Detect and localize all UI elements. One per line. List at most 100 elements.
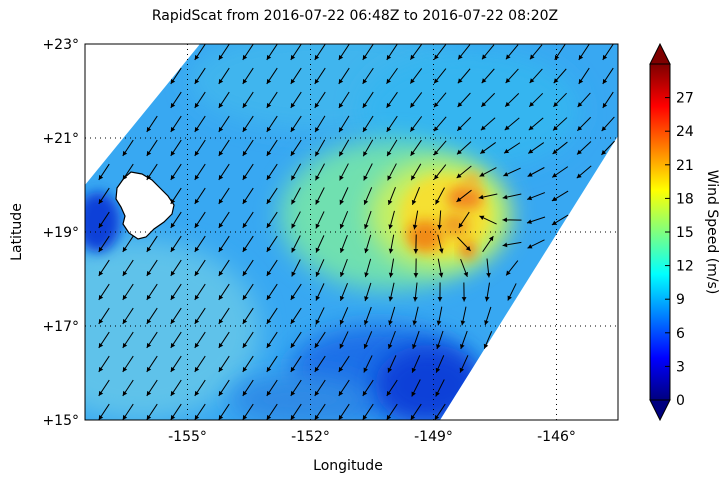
wind-arrow <box>409 92 423 108</box>
wind-arrow <box>481 68 495 84</box>
wind-arrow <box>577 92 591 108</box>
wind-arrow <box>194 211 206 229</box>
wind-arrow <box>122 259 134 277</box>
wind-arrow <box>413 258 419 278</box>
wind-arrow <box>601 116 615 132</box>
latitude-ticks: +23° +21° +19° +17° +15° <box>42 37 79 429</box>
wind-arrow <box>434 403 446 420</box>
wind-arrow <box>291 235 301 253</box>
wind-arrow <box>478 193 498 200</box>
wind-arrow <box>387 163 397 181</box>
wind-arrow <box>315 163 325 181</box>
wind-arrow <box>386 403 398 420</box>
wind-arrow <box>551 166 569 178</box>
wind-arrow <box>527 142 545 154</box>
wind-arrow <box>433 140 447 156</box>
wind-arrow <box>146 235 158 253</box>
wind-arrow <box>433 116 447 132</box>
wind-arrow <box>266 403 278 420</box>
wind-arrow <box>146 331 158 349</box>
wind-arrow <box>526 216 546 224</box>
wind-arrow <box>362 67 374 85</box>
wind-arrow <box>218 403 230 420</box>
wind-arrow <box>266 259 278 277</box>
wind-arrow <box>290 379 302 397</box>
wind-arrow <box>266 163 278 181</box>
wind-arrow <box>194 91 206 109</box>
wind-arrow <box>480 142 496 154</box>
wind-arrow <box>146 283 158 301</box>
wind-arrow <box>412 330 420 350</box>
wind-arrow <box>314 403 326 420</box>
wind-arrow <box>409 44 423 60</box>
wind-arrow <box>480 92 496 108</box>
wind-arrow <box>170 331 182 349</box>
wind-arrow <box>339 163 349 181</box>
wind-arrow <box>388 258 395 278</box>
wind-arrow <box>551 214 569 226</box>
longitude-ticks: -155° -152° -149° -146° <box>168 429 576 445</box>
wind-arrow <box>364 258 372 278</box>
colorbar: 0 3 6 9 12 15 18 21 24 27 <box>649 42 694 422</box>
wind-arrow <box>505 44 519 60</box>
wind-arrow <box>194 403 206 420</box>
wind-arrow <box>387 330 396 350</box>
wind-arrow <box>194 259 206 277</box>
wind-arrow <box>553 68 567 84</box>
wind-arrow <box>194 67 206 85</box>
wind-arrow <box>338 379 350 397</box>
wind-arrow <box>602 44 614 61</box>
map-title: RapidScat from 2016-07-22 06:48Z to 2016… <box>152 8 558 24</box>
wind-arrow <box>578 67 590 85</box>
wind-arrow <box>122 379 134 397</box>
wind-arrow <box>146 307 158 325</box>
wind-arrow <box>527 239 545 249</box>
wind-arrow <box>146 355 158 373</box>
wind-arrow <box>601 140 615 156</box>
wind-arrow <box>218 379 230 397</box>
wind-arrow <box>460 306 467 326</box>
wind-arrow <box>363 355 373 373</box>
wind-arrow <box>388 306 396 326</box>
wind-arrow <box>242 307 254 325</box>
wind-arrow <box>457 236 471 252</box>
wind-arrow <box>266 283 278 301</box>
wind-arrow <box>386 139 398 157</box>
wind-arrow <box>194 163 206 181</box>
wind-arrow <box>170 187 182 205</box>
wind-arrow <box>460 258 469 278</box>
wind-arrow <box>290 355 302 373</box>
wind-arrow <box>242 331 254 349</box>
wind-arrow <box>242 235 254 253</box>
wind-arrow <box>291 259 301 277</box>
wind-arrow <box>456 165 472 179</box>
wind-arrow <box>290 283 302 301</box>
wind-arrow <box>290 91 302 109</box>
wind-arrow <box>315 307 325 325</box>
x-tick-label: -155° <box>168 429 207 445</box>
wind-arrow <box>122 139 134 157</box>
y-tick-label: +19° <box>42 225 79 241</box>
wind-arrow <box>314 139 326 157</box>
wind-arrow <box>528 117 544 131</box>
wind-arrow <box>218 67 230 85</box>
wind-arrow <box>194 44 206 61</box>
wind-arrow <box>266 235 278 253</box>
wind-arrow <box>218 259 230 277</box>
wind-arrow <box>457 44 471 60</box>
wind-arrow <box>314 115 326 133</box>
wind-arrow <box>412 210 419 230</box>
wind-arrow <box>411 187 421 205</box>
wind-arrow <box>218 355 230 373</box>
wind-arrow <box>480 117 496 131</box>
wind-arrow <box>436 330 444 350</box>
wind-arrow <box>314 331 326 349</box>
wind-arrow <box>433 164 447 180</box>
y-tick-label: +15° <box>42 413 79 429</box>
wind-arrow <box>602 67 614 85</box>
wind-arrow <box>386 67 398 85</box>
wind-arrow <box>411 379 421 397</box>
wind-arrow <box>338 139 350 157</box>
wind-arrow <box>456 116 472 132</box>
wind-arrow <box>413 282 418 302</box>
